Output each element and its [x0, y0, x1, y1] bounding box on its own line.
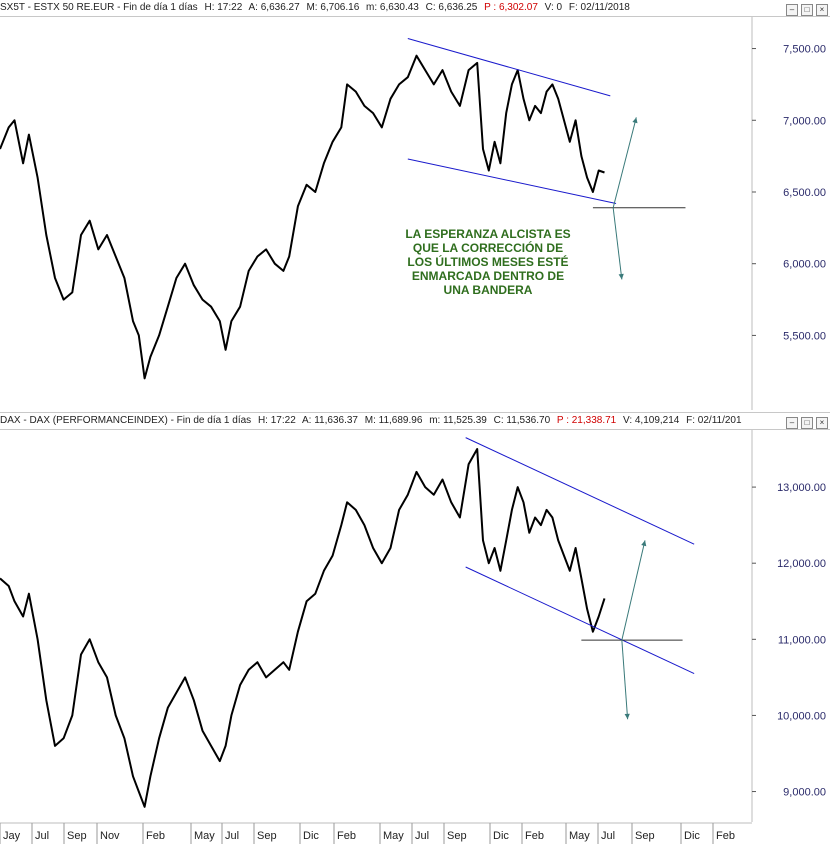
top-panel-header: SX5T - ESTX 50 RE.EUR - Fin de día 1 día… [0, 0, 830, 17]
close-icon[interactable]: × [816, 417, 828, 429]
x-tick-label: Jay [3, 830, 21, 842]
minimize-icon[interactable]: – [786, 417, 798, 429]
x-tick-label: Feb [525, 830, 544, 842]
top-close: C: 6,636.25 [425, 2, 478, 13]
channel-upper-line [465, 437, 695, 545]
price-series-line [0, 54, 605, 380]
x-tick-label: Feb [716, 830, 735, 842]
y-tick-label: 5,500.00 [783, 330, 826, 342]
target-arrow-up [612, 117, 637, 208]
x-tick-label: Feb [146, 830, 165, 842]
target-arrow-down-head [618, 273, 624, 280]
bottom-p: P : 21,338.71 [556, 415, 617, 426]
top-open: A: 6,636.27 [248, 2, 300, 13]
price-series-line [0, 448, 606, 808]
x-tick-label: Jul [225, 830, 239, 842]
target-arrow-down-head [624, 713, 630, 720]
target-arrow-up-head [632, 117, 638, 124]
bottom-date: F: 02/11/201 [686, 415, 742, 426]
channel-lower-line [465, 566, 695, 675]
target-arrow-down [621, 640, 629, 720]
top-symbol: SX5T - ESTX 50 RE.EUR - Fin de día 1 día… [0, 2, 198, 13]
annotation-line: LOS ÚLTIMOS MESES ESTÉ [407, 255, 569, 269]
annotation-line: ENMARCADA DENTRO DE [411, 269, 565, 283]
y-tick-label: 7,000.00 [783, 115, 826, 127]
bottom-time: H: 17:22 [257, 415, 296, 426]
y-tick-label: 6,500.00 [783, 187, 826, 199]
top-p: P : 6,302.07 [484, 2, 538, 13]
target-arrow-up-head [641, 540, 647, 547]
top-high: M: 6,706.16 [306, 2, 360, 13]
panel-top-chart: 5,500.00 6,000.00 6,500.00 7,000.00 7,500.00 [0, 17, 826, 410]
y-tick-label: 13,000.00 [777, 482, 826, 494]
x-tick-label: Sep [67, 830, 87, 842]
bottom-low: m: 11,525.39 [429, 415, 487, 426]
x-tick-label: May [194, 830, 215, 842]
x-tick-label: Dic [303, 830, 319, 842]
top-time: H: 17:22 [204, 2, 243, 13]
bottom-symbol: DAX - DAX (PERFORMANCEINDEX) - Fin de dí… [0, 415, 252, 426]
x-tick-label: Dic [684, 830, 700, 842]
top-volume: V: 0 [544, 2, 563, 13]
y-tick-label: 7,500.00 [783, 44, 826, 56]
x-tick-label: Sep [257, 830, 277, 842]
minimize-icon[interactable]: – [786, 4, 798, 16]
bottom-high: M: 11,689.96 [364, 415, 423, 426]
top-date: F: 02/11/2018 [568, 2, 630, 13]
y-tick-label: 12,000.00 [777, 558, 826, 570]
panel-bottom-chart: 9,000.00 10,000.00 11,000.00 12,000.00 13,00… [0, 430, 826, 822]
x-tick-label: May [383, 830, 404, 842]
target-arrow-up [621, 540, 646, 641]
bottom-panel-header: DAX - DAX (PERFORMANCEINDEX) - Fin de dí… [0, 412, 830, 430]
bottom-close: C: 11,536.70 [493, 415, 551, 426]
bottom-volume: V: 4,109,214 [623, 415, 680, 426]
target-arrow-down [612, 207, 623, 280]
x-tick-label: Dic [493, 830, 509, 842]
maximize-icon[interactable]: □ [801, 4, 813, 16]
y-tick-label: 9,000.00 [783, 787, 826, 799]
channel-upper-line [407, 38, 611, 97]
channel-lower-line [407, 158, 617, 204]
annotation-line: LA ESPERANZA ALCISTA ES [405, 227, 571, 241]
maximize-icon[interactable]: □ [801, 417, 813, 429]
x-axis: Jay Jul Sep Nov Feb May Jul Sep Dic Feb May Jul Sep D… [0, 822, 752, 844]
x-tick-label: Sep [447, 830, 467, 842]
y-tick-label: 11,000.00 [778, 634, 826, 646]
close-icon[interactable]: × [816, 4, 828, 16]
x-tick-label: Jul [415, 830, 429, 842]
bottom-open: A: 11,636.37 [302, 415, 358, 426]
x-tick-label: Feb [337, 830, 356, 842]
top-low: m: 6,630.43 [366, 2, 419, 13]
annotation-line: QUE LA CORRECCIÓN DE [412, 241, 564, 255]
y-tick-label: 10,000.00 [777, 710, 826, 722]
y-tick-label: 6,000.00 [783, 259, 826, 271]
annotation-text: LA ESPERANZA ALCISTA ES QUE LA CORRECCIÓ… [393, 227, 583, 297]
x-tick-label: Jul [601, 830, 615, 842]
annotation-line: UNA BANDERA [443, 283, 533, 297]
x-tick-label: Nov [100, 830, 120, 842]
x-tick-label: Jul [35, 830, 49, 842]
x-tick-label: Sep [635, 830, 655, 842]
x-tick-label: May [569, 830, 590, 842]
